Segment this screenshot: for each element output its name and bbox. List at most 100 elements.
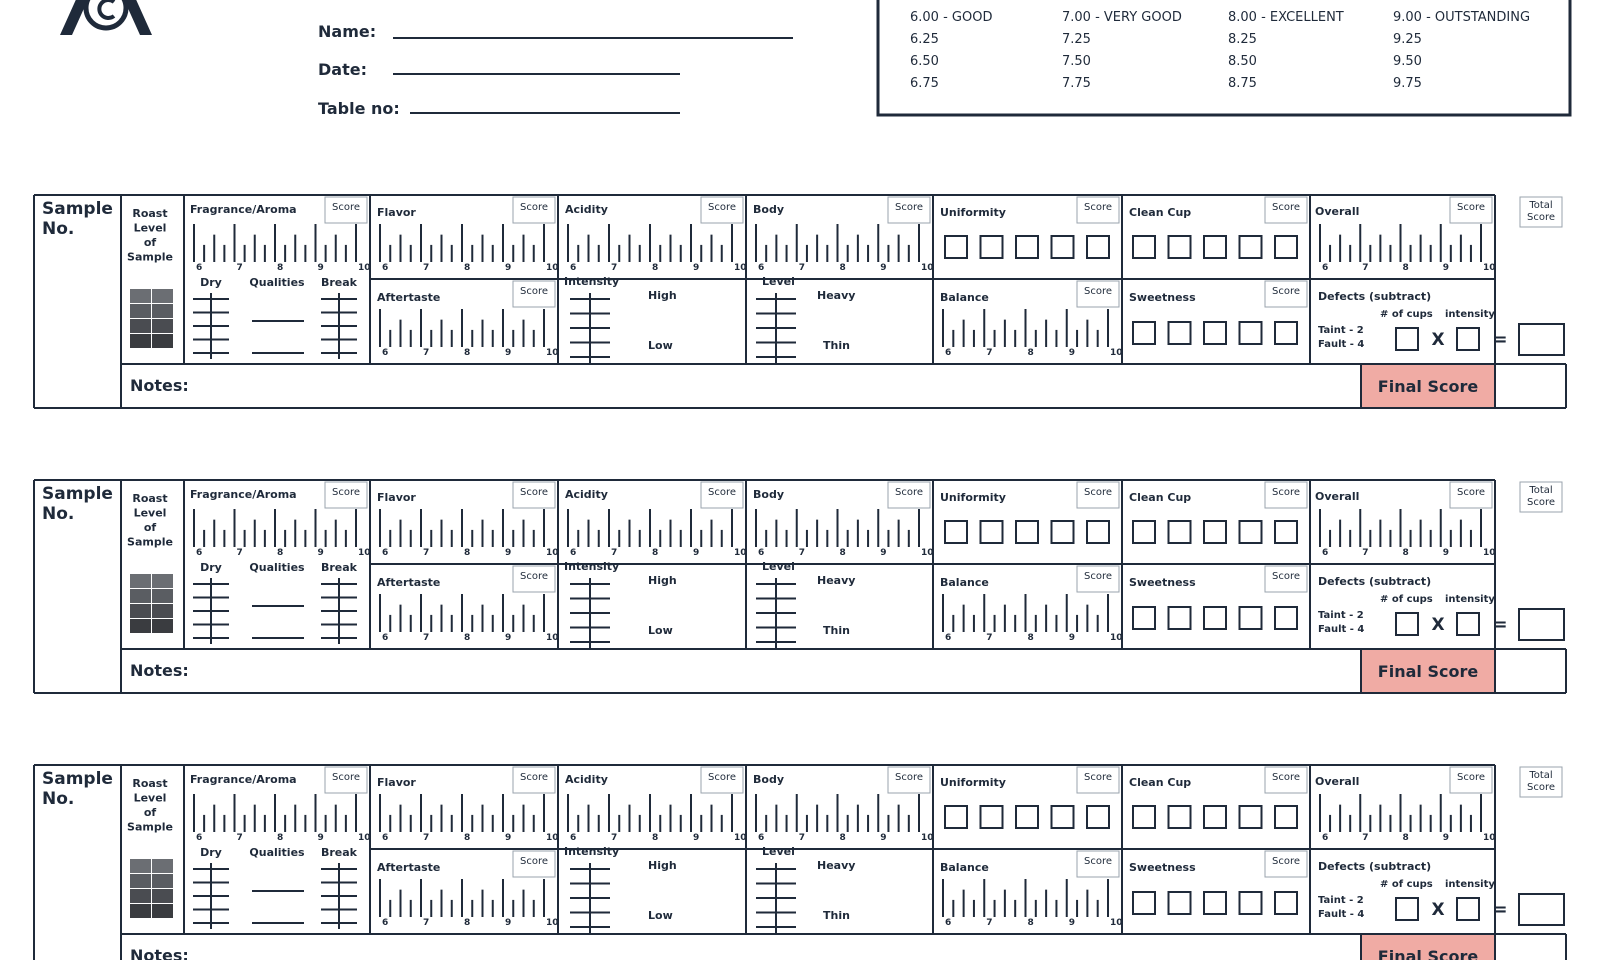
score-label: Score [895,202,923,213]
check-box [944,805,968,829]
score-box [1076,766,1120,794]
roast-swatch [152,859,173,873]
final-score-cell [1361,650,1495,692]
scale-tick-label: 9 [505,263,511,273]
label: Final Score [1378,947,1479,960]
scale-tick-label: 10 [734,263,747,273]
check-box [1203,235,1227,259]
score-box [887,481,931,509]
quality-scale-entry: 9.25 [1393,32,1422,47]
scale-tick-label: 8 [464,833,470,843]
score-box [512,766,556,794]
label: Level [762,845,795,858]
label: Heavy [817,574,855,587]
label: Sample [42,484,113,504]
label: Score [1527,212,1555,223]
score-label: Score [1457,202,1485,213]
scale-tick-label: 7 [611,548,617,558]
score-box [1449,766,1493,794]
scale-tick-label: 8 [277,833,283,843]
roast-swatch [152,334,173,348]
check-box [1395,612,1419,636]
roast-swatch [130,319,151,333]
scale-tick-label: 7 [799,833,805,843]
score-box [1264,196,1308,224]
scale-tick-label: 6 [382,833,388,843]
scale-tick-label: 7 [423,633,429,643]
score-box [1076,280,1120,308]
sample-block: SampleNo.RoastLevelofSampleFragrance/Aro… [33,764,1567,960]
label: Qualities [249,846,305,859]
scale-tick-label: 10 [546,918,559,928]
final-score-cell [1361,365,1495,407]
scale-tick-label: 7 [423,348,429,358]
check-box [1132,520,1156,544]
scale-tick-label: 9 [318,833,324,843]
scale-tick-label: 10 [358,548,371,558]
score-label: Score [1084,856,1112,867]
scale-tick-label: 8 [464,548,470,558]
label: Clean Cup [1129,491,1191,504]
label: Level [134,792,167,805]
score-label: Score [332,202,360,213]
quality-scale-entry: 8.25 [1228,32,1257,47]
score-box [1264,565,1308,593]
scale-tick-label: 9 [1069,633,1075,643]
score-label: Score [1272,772,1300,783]
scale-tick-label: 8 [1403,548,1409,558]
label: Dry [200,561,222,574]
scale-tick-label: 9 [693,263,699,273]
quality-scale-entry: 9.75 [1393,76,1422,91]
scale-tick-label: 6 [570,263,576,273]
label: Sample [42,769,113,789]
roast-swatch [152,874,173,888]
scale-tick-label: 8 [652,833,658,843]
score-label: Score [1457,772,1485,783]
scale-tick-label: 10 [1483,263,1496,273]
scale-tick-label: 6 [758,263,764,273]
scale-tick-label: 10 [734,833,747,843]
scale-tick-label: 10 [546,548,559,558]
label: Uniformity [940,491,1006,504]
label: Low [648,909,673,922]
check-box [1132,805,1156,829]
label: X [1431,615,1444,635]
label: No. [42,789,74,809]
check-box [1086,235,1110,259]
label: Fault - 4 [1318,624,1364,635]
scale-tick-label: 7 [986,918,992,928]
label: # of cups [1380,879,1433,890]
label: Body [753,203,784,216]
scale-tick-label: 9 [1443,548,1449,558]
label: Sample [42,199,113,219]
score-box [324,766,368,794]
scale-tick-label: 7 [986,348,992,358]
scale-tick-label: 6 [758,548,764,558]
scale-tick-label: 8 [464,918,470,928]
label: X [1431,330,1444,350]
label: Thin [823,624,850,637]
score-label: Score [520,571,548,582]
scale-tick-label: 10 [1110,633,1123,643]
scale-tick-label: 6 [382,548,388,558]
score-label: Score [1084,202,1112,213]
label: Break [321,561,358,574]
label: Final Score [1378,662,1479,681]
label: Taint - 2 [1318,610,1364,621]
check-box [1456,327,1480,351]
label: of [144,806,157,819]
scale-tick-label: 10 [1110,918,1123,928]
score-box [1076,850,1120,878]
label: Fragrance/Aroma [190,488,297,501]
score-label: Score [1272,286,1300,297]
scale-tick-label: 8 [277,263,283,273]
scale-tick-label: 7 [237,548,243,558]
score-label: Score [708,772,736,783]
label: Fragrance/Aroma [190,773,297,786]
label: Notes: [130,946,189,960]
scale-tick-label: 6 [945,918,951,928]
scale-tick-label: 8 [840,833,846,843]
scale-tick-label: 10 [734,548,747,558]
score-label: Score [708,202,736,213]
